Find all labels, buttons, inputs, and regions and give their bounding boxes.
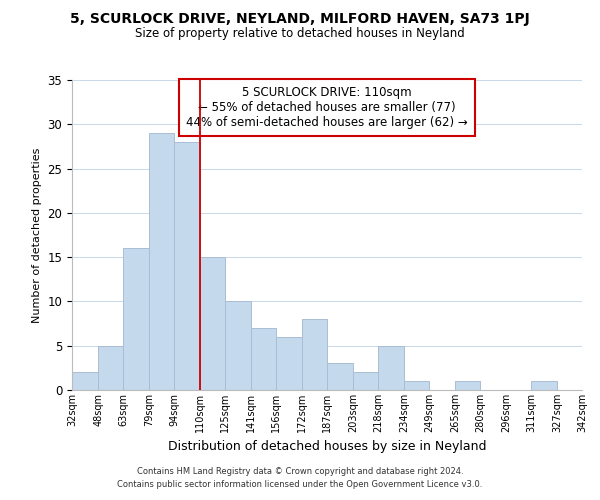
Text: Contains public sector information licensed under the Open Government Licence v3: Contains public sector information licen… xyxy=(118,480,482,489)
Bar xyxy=(404,381,429,390)
Text: Size of property relative to detached houses in Neyland: Size of property relative to detached ho… xyxy=(135,28,465,40)
Bar xyxy=(225,302,251,390)
Bar xyxy=(251,328,276,390)
Bar xyxy=(302,319,327,390)
Bar xyxy=(72,372,98,390)
Bar xyxy=(174,142,200,390)
Bar xyxy=(98,346,123,390)
Bar xyxy=(378,346,404,390)
Text: 5 SCURLOCK DRIVE: 110sqm
← 55% of detached houses are smaller (77)
44% of semi-d: 5 SCURLOCK DRIVE: 110sqm ← 55% of detach… xyxy=(186,86,468,129)
Bar xyxy=(149,133,174,390)
Bar xyxy=(327,364,353,390)
Bar xyxy=(455,381,480,390)
Bar xyxy=(200,257,225,390)
Bar xyxy=(123,248,149,390)
Bar xyxy=(582,381,600,390)
Text: 5, SCURLOCK DRIVE, NEYLAND, MILFORD HAVEN, SA73 1PJ: 5, SCURLOCK DRIVE, NEYLAND, MILFORD HAVE… xyxy=(70,12,530,26)
Bar xyxy=(531,381,557,390)
Y-axis label: Number of detached properties: Number of detached properties xyxy=(32,148,42,322)
Text: Contains HM Land Registry data © Crown copyright and database right 2024.: Contains HM Land Registry data © Crown c… xyxy=(137,467,463,476)
Bar xyxy=(276,337,302,390)
X-axis label: Distribution of detached houses by size in Neyland: Distribution of detached houses by size … xyxy=(168,440,486,454)
Bar xyxy=(353,372,378,390)
